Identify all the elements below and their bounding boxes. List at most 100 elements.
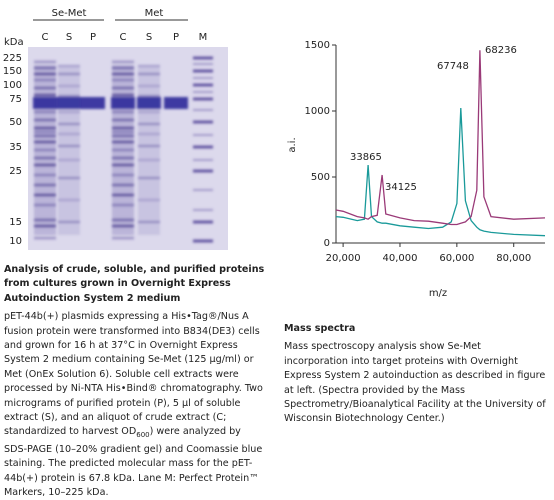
- band: [138, 65, 160, 235]
- band: [111, 97, 135, 109]
- figures: Se-Met Met kDa m/z a.i. C S P C S P M225150100…: [3, 8, 546, 299]
- band: [112, 118, 134, 122]
- band: [138, 176, 160, 180]
- band: [34, 224, 56, 228]
- band: [112, 78, 134, 82]
- peak-label: 34125: [385, 182, 417, 193]
- band: [34, 203, 56, 207]
- band: [34, 93, 56, 97]
- band: [58, 158, 80, 162]
- y-tick-label: 1500: [305, 40, 330, 51]
- band: [112, 93, 134, 97]
- band: [193, 145, 213, 149]
- band: [193, 63, 213, 65]
- band: [138, 94, 160, 98]
- band: [34, 156, 56, 160]
- band: [112, 173, 134, 177]
- band: [58, 144, 80, 148]
- left-caption: Analysis of crude, soluble, and purified…: [4, 263, 266, 500]
- band: [138, 110, 160, 114]
- band: [193, 120, 213, 124]
- band: [112, 156, 134, 160]
- band: [58, 220, 80, 224]
- band: [112, 86, 134, 90]
- band: [112, 224, 134, 228]
- band: [112, 203, 134, 207]
- band: [57, 97, 81, 109]
- band: [34, 218, 56, 222]
- band: [112, 183, 134, 187]
- band: [193, 109, 213, 111]
- band: [193, 83, 213, 87]
- band: [112, 130, 134, 134]
- band: [34, 130, 56, 134]
- band: [112, 218, 134, 222]
- x-tick-label: 60,000: [439, 253, 474, 264]
- band: [112, 134, 134, 138]
- lane-label: S: [146, 32, 152, 43]
- peak-label: 33865: [350, 152, 382, 163]
- band: [58, 198, 80, 202]
- marker-label: 225: [3, 53, 22, 64]
- marker-label: 15: [9, 217, 22, 228]
- band: [138, 122, 160, 126]
- band: [112, 140, 134, 144]
- lane-label: C: [42, 32, 49, 43]
- text: pET-44b(+) plasmids expressing a His•Tag…: [4, 311, 263, 438]
- band: [58, 132, 80, 136]
- band: [34, 148, 56, 152]
- y-axis-label: a.i.: [287, 137, 298, 152]
- y-tick-label: 0: [324, 238, 330, 249]
- band: [34, 236, 56, 240]
- marker-label: 35: [9, 142, 22, 153]
- band: [34, 163, 56, 167]
- band: [193, 134, 213, 136]
- text: ) were analyzed by SDS-PAGE (10–20% grad…: [4, 426, 263, 498]
- band: [112, 193, 134, 197]
- band: [193, 239, 213, 243]
- marker-label: 75: [9, 94, 22, 105]
- band: [193, 220, 213, 224]
- band: [112, 110, 134, 114]
- band: [112, 72, 134, 76]
- band: [193, 209, 213, 211]
- band: [138, 144, 160, 148]
- unit-label: kDa: [4, 37, 24, 48]
- x-tick-label: 80,000: [496, 253, 531, 264]
- band: [193, 56, 213, 60]
- group-label: Met: [145, 8, 164, 19]
- lane-label: P: [90, 32, 96, 43]
- band: [58, 122, 80, 126]
- group-label: Se-Met: [52, 8, 87, 19]
- band: [112, 148, 134, 152]
- band: [138, 64, 160, 68]
- spectrum-line: [335, 107, 546, 237]
- caption-title: Mass spectra: [284, 323, 356, 334]
- band: [138, 132, 160, 136]
- caption-body: Mass spectroscopy analysis show Se-Met i…: [284, 341, 546, 425]
- band: [34, 86, 56, 90]
- right-caption: Mass spectra Mass spectroscopy analysis …: [284, 322, 546, 427]
- band: [138, 220, 160, 224]
- band: [112, 60, 134, 64]
- band: [34, 193, 56, 197]
- x-axis-label: m/z: [429, 288, 447, 299]
- band: [58, 94, 80, 98]
- spectrum-line: [335, 50, 546, 226]
- band: [193, 159, 213, 161]
- x-tick-label: 40,000: [382, 253, 417, 264]
- x-tick-label: 20,000: [326, 253, 361, 264]
- band: [34, 126, 56, 130]
- band: [34, 183, 56, 187]
- band: [34, 78, 56, 82]
- peak-label: 67748: [437, 61, 469, 72]
- marker-label: 150: [3, 66, 22, 77]
- band: [34, 140, 56, 144]
- band: [112, 126, 134, 130]
- band: [58, 84, 80, 88]
- band: [58, 65, 80, 235]
- band: [34, 66, 56, 70]
- band: [58, 64, 80, 68]
- band: [138, 198, 160, 202]
- band: [137, 97, 161, 109]
